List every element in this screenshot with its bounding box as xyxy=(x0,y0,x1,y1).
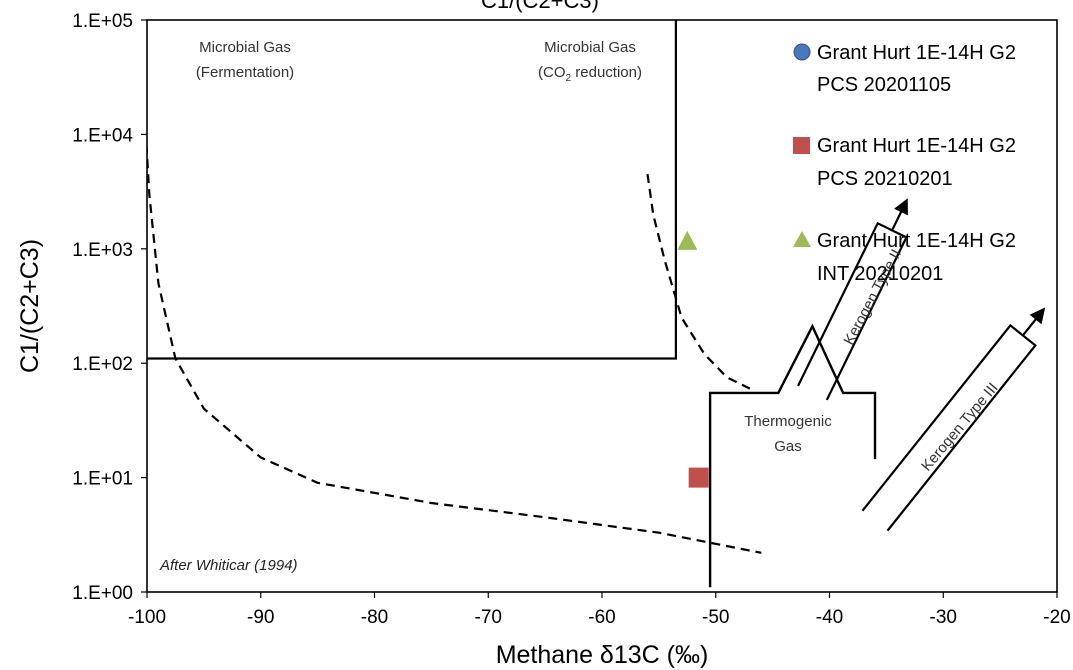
x-tick-label: -20 xyxy=(1043,607,1070,628)
y-axis-ticks: 1.E+00 1.E+01 1.E+02 1.E+03 1.E+04 1.E+05 xyxy=(72,11,147,604)
legend-label-3-line2: INT 20210201 xyxy=(817,263,943,285)
region-label-co2-line2: (CO2 reduction) xyxy=(538,64,642,84)
x-tick-label: -100 xyxy=(128,607,166,628)
region-label-co2-line1: Microbial Gas xyxy=(544,39,636,56)
x-tick-label: -60 xyxy=(588,607,615,628)
y-axis-title: C1/(C2+C3) xyxy=(16,239,44,373)
legend-label-1-line2: PCS 20201105 xyxy=(817,74,951,96)
kerogen-iii-band xyxy=(861,307,1046,532)
legend-label-2-line1: Grant Hurt 1E-14H G2 xyxy=(817,135,1016,157)
region-label-thermogenic-line1: Thermogenic xyxy=(744,413,832,430)
y-tick-label: 1.E+05 xyxy=(72,11,133,32)
boundary-microbial-box xyxy=(147,20,677,360)
boundary-layer xyxy=(147,20,1046,588)
y-tick-label: 1.E+01 xyxy=(72,469,133,490)
region-label-thermogenic-line2: Gas xyxy=(774,438,802,455)
x-tick-label: -80 xyxy=(361,607,388,628)
legend-marker-square xyxy=(793,137,810,154)
chart-title: C1/(C2+C3) xyxy=(481,0,599,13)
points-layer xyxy=(677,230,709,488)
legend-label-1-line1: Grant Hurt 1E-14H G2 xyxy=(817,42,1016,64)
x-tick-label: -30 xyxy=(930,607,957,628)
legend-label-2-line2: PCS 20210201 xyxy=(817,168,953,190)
x-axis-ticks: -100 -90 -80 -70 -60 -50 -40 -30 -20 xyxy=(128,592,1071,628)
x-axis-title: Methane δ13C (‰) xyxy=(496,641,709,669)
y-tick-label: 1.E+02 xyxy=(72,354,133,375)
x-tick-label: -90 xyxy=(247,607,274,628)
legend-label-3-line1: Grant Hurt 1E-14H G2 xyxy=(817,230,1016,252)
boundary-thermogenic xyxy=(708,323,877,588)
y-tick-label: 1.E+03 xyxy=(72,240,133,261)
data-point-triangle xyxy=(677,230,698,250)
legend: Grant Hurt 1E-14H G2 PCS 20201105 Grant … xyxy=(793,42,1016,285)
plot-frame xyxy=(146,19,1058,593)
legend-marker-triangle xyxy=(793,231,811,247)
data-point-square xyxy=(688,467,709,488)
kerogen-ii-band xyxy=(797,198,908,401)
x-tick-label: -70 xyxy=(475,607,502,628)
region-label-fermentation-line2: (Fermentation) xyxy=(196,64,294,81)
x-tick-label: -40 xyxy=(816,607,843,628)
boundary-dashed-co2 xyxy=(646,173,751,390)
region-label-fermentation-line1: Microbial Gas xyxy=(199,39,291,56)
boundary-dashed-fermentation xyxy=(147,134,762,554)
y-tick-label: 1.E+04 xyxy=(72,125,133,146)
x-tick-label: -50 xyxy=(702,607,729,628)
y-tick-label: 1.E+00 xyxy=(72,583,133,604)
source-note: After Whiticar (1994) xyxy=(159,557,298,574)
legend-marker-circle xyxy=(793,43,811,61)
region-label-kerogen-ii: Kerogen Type II xyxy=(841,247,906,348)
